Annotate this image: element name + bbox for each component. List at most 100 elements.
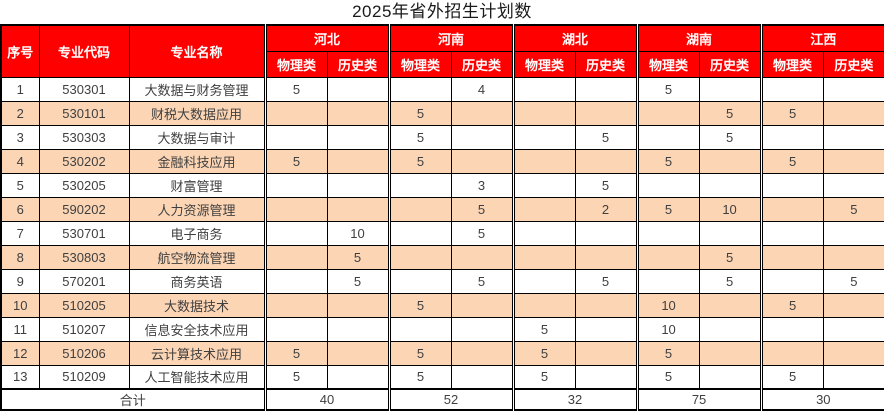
plan-count-cell bbox=[698, 220, 762, 246]
plan-count-cell bbox=[698, 292, 762, 318]
header-province-hubei: 湖北 bbox=[511, 24, 638, 52]
major-code: 530803 bbox=[38, 244, 130, 270]
plan-count-cell: 10 bbox=[635, 292, 700, 318]
major-name: 金融科技应用 bbox=[128, 148, 266, 174]
plan-count-cell bbox=[263, 172, 328, 198]
plan-count-cell: 5 bbox=[822, 268, 884, 294]
plan-count-cell: 5 bbox=[759, 100, 824, 126]
table-row: 2 530101 财税大数据应用 5 5 5 bbox=[0, 100, 884, 126]
plan-count-cell bbox=[822, 220, 884, 246]
plan-count-cell bbox=[822, 316, 884, 342]
plan-count-cell: 5 bbox=[511, 316, 576, 342]
plan-count-cell: 5 bbox=[450, 220, 514, 246]
major-name: 财税大数据应用 bbox=[128, 100, 266, 126]
row-index: 6 bbox=[0, 196, 40, 222]
plan-count-cell bbox=[822, 364, 884, 390]
plan-count-cell bbox=[759, 268, 824, 294]
row-index: 13 bbox=[0, 364, 40, 390]
major-name: 云计算技术应用 bbox=[128, 340, 266, 366]
table-row: 5 530205 财富管理 3 5 bbox=[0, 172, 884, 198]
plan-count-cell bbox=[511, 196, 576, 222]
major-code: 510207 bbox=[38, 316, 130, 342]
plan-count-cell bbox=[822, 124, 884, 150]
table-row: 9 570201 商务英语 5 5 5 5 5 bbox=[0, 268, 884, 294]
plan-count-cell bbox=[698, 340, 762, 366]
plan-count-cell bbox=[450, 364, 514, 390]
plan-count-cell bbox=[822, 148, 884, 174]
plan-count-cell bbox=[326, 76, 390, 102]
plan-count-cell bbox=[450, 292, 514, 318]
plan-count-cell bbox=[387, 220, 452, 246]
plan-count-cell bbox=[759, 196, 824, 222]
major-code: 530301 bbox=[38, 76, 130, 102]
plan-count-cell: 5 bbox=[387, 340, 452, 366]
total-hebei: 40 bbox=[263, 388, 390, 411]
major-code: 530205 bbox=[38, 172, 130, 198]
plan-count-cell bbox=[574, 220, 638, 246]
plan-count-cell bbox=[574, 148, 638, 174]
plan-count-cell bbox=[450, 340, 514, 366]
plan-count-cell: 5 bbox=[263, 340, 328, 366]
plan-count-cell: 10 bbox=[326, 220, 390, 246]
major-name: 人工智能技术应用 bbox=[128, 364, 266, 390]
table-row: 4 530202 金融科技应用 5 5 5 5 bbox=[0, 148, 884, 174]
table-row: 7 530701 电子商务 10 5 bbox=[0, 220, 884, 246]
plan-count-cell: 5 bbox=[326, 244, 390, 270]
plan-count-cell bbox=[698, 364, 762, 390]
table-header: 序号 专业代码 专业名称 河北 河南 湖北 湖南 江西 物理类 历史类 物理类 … bbox=[0, 24, 884, 78]
plan-count-cell: 5 bbox=[326, 268, 390, 294]
plan-count-cell bbox=[387, 244, 452, 270]
plan-count-cell bbox=[387, 76, 452, 102]
total-henan: 52 bbox=[387, 388, 514, 411]
plan-count-cell bbox=[511, 100, 576, 126]
plan-count-cell bbox=[387, 268, 452, 294]
row-index: 10 bbox=[0, 292, 40, 318]
header-province-hunan: 湖南 bbox=[635, 24, 762, 52]
plan-count-cell bbox=[387, 196, 452, 222]
plan-count-cell bbox=[635, 244, 700, 270]
plan-count-cell bbox=[511, 76, 576, 102]
plan-count-cell bbox=[263, 268, 328, 294]
header-hebei-history: 历史类 bbox=[326, 50, 390, 78]
plan-count-cell: 5 bbox=[263, 148, 328, 174]
plan-count-cell bbox=[263, 196, 328, 222]
plan-count-cell: 5 bbox=[387, 148, 452, 174]
header-jiangxi-physics: 物理类 bbox=[759, 50, 824, 78]
row-index: 12 bbox=[0, 340, 40, 366]
plan-count-cell bbox=[635, 124, 700, 150]
table-row: 10 510205 大数据技术 5 10 5 bbox=[0, 292, 884, 318]
plan-count-cell bbox=[263, 220, 328, 246]
plan-count-cell bbox=[574, 244, 638, 270]
plan-count-cell bbox=[635, 268, 700, 294]
plan-count-cell bbox=[574, 340, 638, 366]
plan-count-cell: 5 bbox=[698, 268, 762, 294]
plan-count-cell bbox=[574, 364, 638, 390]
major-name: 大数据技术 bbox=[128, 292, 266, 318]
table-footer: 合计 40 52 32 75 30 bbox=[0, 388, 884, 411]
plan-count-cell bbox=[511, 268, 576, 294]
plan-count-cell bbox=[698, 148, 762, 174]
header-hunan-physics: 物理类 bbox=[635, 50, 700, 78]
major-name: 信息安全技术应用 bbox=[128, 316, 266, 342]
major-name: 大数据与财务管理 bbox=[128, 76, 266, 102]
plan-count-cell bbox=[450, 100, 514, 126]
plan-count-cell bbox=[822, 340, 884, 366]
plan-count-cell bbox=[822, 76, 884, 102]
plan-count-cell bbox=[759, 340, 824, 366]
plan-count-cell bbox=[759, 172, 824, 198]
major-name: 电子商务 bbox=[128, 220, 266, 246]
major-code: 530701 bbox=[38, 220, 130, 246]
row-index: 7 bbox=[0, 220, 40, 246]
plan-count-cell bbox=[759, 124, 824, 150]
total-hubei: 32 bbox=[511, 388, 638, 411]
plan-count-cell bbox=[635, 220, 700, 246]
plan-count-cell: 3 bbox=[450, 172, 514, 198]
table-row: 1 530301 大数据与财务管理 5 4 5 bbox=[0, 76, 884, 102]
enrollment-plan-table: 序号 专业代码 专业名称 河北 河南 湖北 湖南 江西 物理类 历史类 物理类 … bbox=[0, 24, 884, 411]
header-hubei-physics: 物理类 bbox=[511, 50, 576, 78]
plan-count-cell bbox=[574, 292, 638, 318]
header-hebei-physics: 物理类 bbox=[263, 50, 328, 78]
plan-count-cell bbox=[759, 244, 824, 270]
plan-count-cell: 5 bbox=[635, 76, 700, 102]
header-jiangxi-history: 历史类 bbox=[822, 50, 884, 78]
